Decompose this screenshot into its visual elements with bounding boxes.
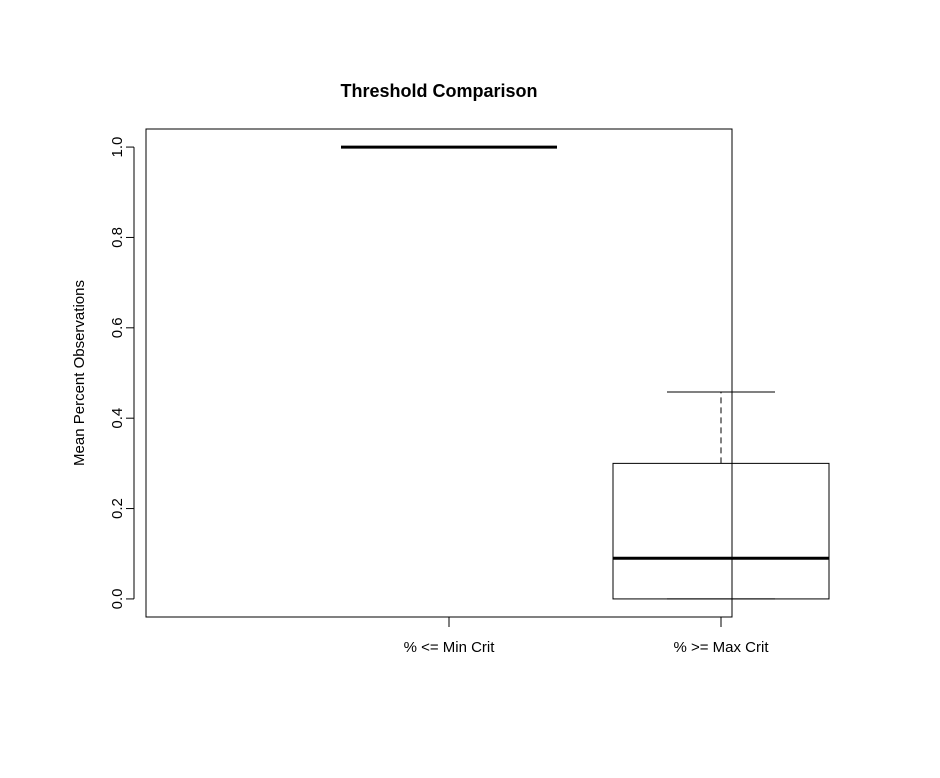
- x-tick-label: % >= Max Crit: [673, 639, 769, 656]
- y-tick-label: 0.6: [109, 317, 126, 338]
- y-tick-label: 0.8: [109, 227, 126, 248]
- plot-frame: [145, 128, 733, 618]
- x-axis: % <= Min Crit % >= Max Crit: [404, 617, 769, 656]
- y-axis: 0.0 0.2 0.4 0.6 0.8 1.0: [109, 137, 135, 609]
- y-tick-label: 0.0: [109, 588, 126, 609]
- box-group: [612, 391, 830, 600]
- x-tick-label: % <= Min Crit: [404, 639, 496, 656]
- boxes: [341, 145, 830, 600]
- box-iqr: [612, 462, 830, 600]
- y-axis-label: Mean Percent Observations: [71, 280, 88, 466]
- y-tick-label: 0.2: [109, 498, 126, 519]
- y-tick-label: 1.0: [109, 137, 126, 158]
- y-tick-label: 0.4: [109, 408, 126, 429]
- chart-title: Threshold Comparison: [340, 81, 537, 101]
